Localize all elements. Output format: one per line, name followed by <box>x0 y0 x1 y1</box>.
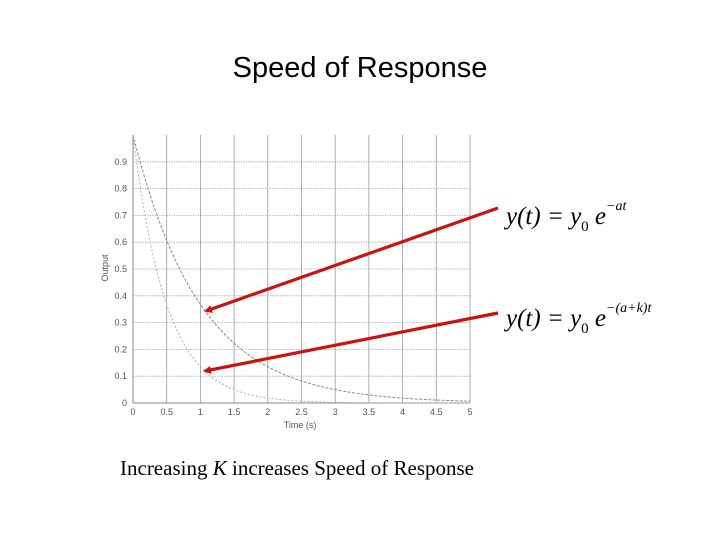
x-tick-label: 2 <box>265 407 270 417</box>
x-axis-label: Time (s) <box>284 420 317 430</box>
y-tick-label: 0 <box>122 398 127 408</box>
x-tick-label: 2.5 <box>295 407 308 417</box>
x-tick-label: 4 <box>400 407 405 417</box>
y-tick-label: 0.6 <box>114 237 127 247</box>
y-tick-label: 0.2 <box>114 344 127 354</box>
caption-k: K <box>212 456 227 480</box>
equation-slow-exponent: −at <box>606 199 627 214</box>
x-tick-label: 1.5 <box>228 407 241 417</box>
x-tick-label: 0 <box>130 407 135 417</box>
y-tick-label: 0.4 <box>114 291 127 301</box>
equation-fast-subscript: 0 <box>581 321 589 337</box>
y-tick-label: 0.3 <box>114 318 127 328</box>
y-tick-label: 0.8 <box>114 184 127 194</box>
series-line-1 <box>132 134 471 402</box>
equation-slow-subscript: 0 <box>581 219 589 235</box>
grid <box>132 135 471 404</box>
x-tick-label: 3 <box>333 407 338 417</box>
arrow-fast <box>203 311 499 374</box>
arrow-slow <box>204 206 499 313</box>
x-tick-label: 3.5 <box>363 407 376 417</box>
y-tick-label: 0.5 <box>114 264 127 274</box>
equation-fast: y(t) = y0 e−(a+k)t <box>503 301 652 337</box>
equation-fast-lhs: y(t) = y <box>503 305 582 332</box>
equation-fast-exponent: −(a+k)t <box>606 301 652 316</box>
x-tick-label: 1 <box>198 407 203 417</box>
response-chart: 0 0.5 1 1.5 2 2.5 3 3.5 4 4.5 5 0 0.1 0.2 0.3 0.4 0.5 0.6… <box>100 134 652 430</box>
caption-text-end: increases Speed of Response <box>226 456 474 480</box>
y-axis-label: Output <box>100 254 110 282</box>
series-lines <box>132 134 471 404</box>
equation-fast-base: e <box>589 305 606 332</box>
y-tick-label: 0.7 <box>114 210 127 220</box>
y-tick-label: 0.9 <box>114 157 127 167</box>
slide-title: Speed of Response <box>232 52 488 84</box>
caption: Increasing K increases Speed of Response <box>120 456 474 481</box>
annotation-arrows <box>203 206 499 374</box>
caption-text-start: Increasing <box>120 456 213 480</box>
equation-slow-base: e <box>589 203 606 230</box>
x-tick-label: 4.5 <box>430 407 443 417</box>
y-tick-label: 0.1 <box>114 371 127 381</box>
tick-labels: 0 0.5 1 1.5 2 2.5 3 3.5 4 4.5 5 0 0.1 0.2 0.3 0.4 0.5 0.6… <box>114 157 472 417</box>
x-tick-label: 0.5 <box>160 407 173 417</box>
equation-slow-lhs: y(t) = y <box>503 203 582 230</box>
x-tick-label: 5 <box>467 407 472 417</box>
equation-slow: y(t) = y0 e−at <box>503 199 627 235</box>
